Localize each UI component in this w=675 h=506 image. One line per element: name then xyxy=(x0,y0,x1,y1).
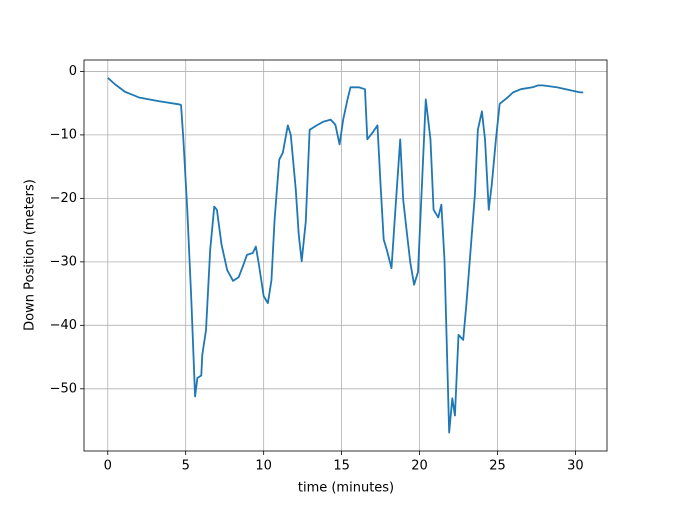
y-tick-label: −20 xyxy=(50,191,77,206)
x-tick-label: 25 xyxy=(489,459,506,474)
y-axis-label: Down Position (meters) xyxy=(23,179,38,331)
line-series xyxy=(107,77,584,434)
x-tick-label: 30 xyxy=(567,459,584,474)
x-tick-label: 0 xyxy=(104,459,112,474)
x-axis-label: time (minutes) xyxy=(298,481,394,496)
y-tick-label: 0 xyxy=(69,64,77,79)
x-tick-label: 10 xyxy=(255,459,272,474)
x-tick-label: 5 xyxy=(182,459,190,474)
plot-frame xyxy=(83,59,608,452)
y-tick-label: −10 xyxy=(50,127,77,142)
x-tick-label: 15 xyxy=(333,459,350,474)
x-tick-label: 20 xyxy=(411,459,428,474)
y-tick-label: −50 xyxy=(50,381,77,396)
y-tick-label: −40 xyxy=(50,318,77,333)
y-tick-label: −30 xyxy=(50,254,77,269)
